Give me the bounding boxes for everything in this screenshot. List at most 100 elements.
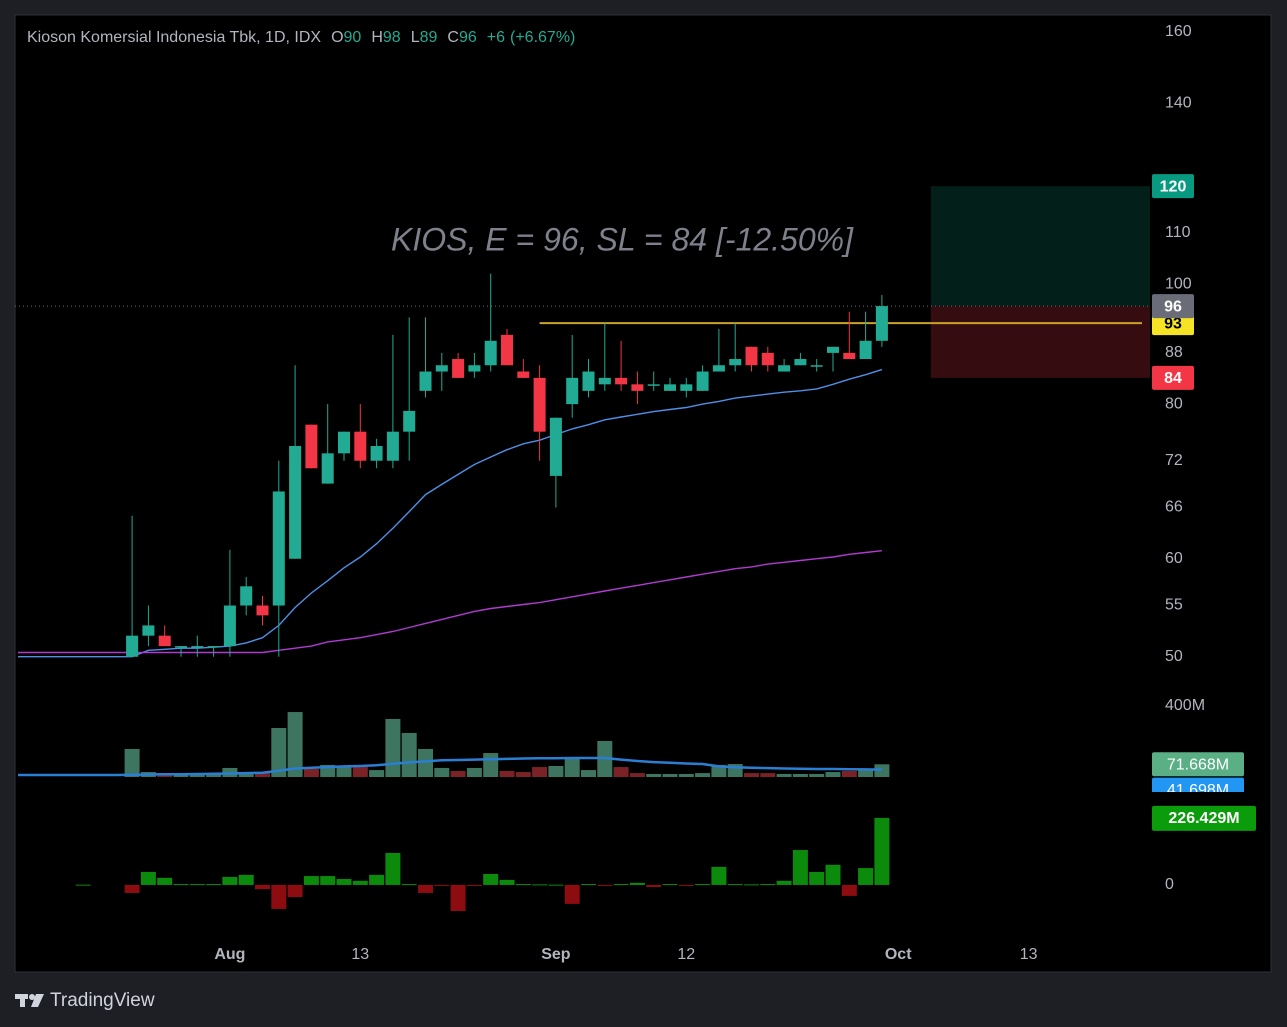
volume-bar bbox=[401, 732, 417, 777]
candle-body bbox=[712, 365, 725, 372]
candle-body bbox=[729, 359, 742, 366]
volume-bar bbox=[515, 772, 531, 777]
ohlc-value: 96 bbox=[459, 29, 477, 46]
indicator-bar bbox=[271, 884, 287, 909]
candle-body bbox=[549, 417, 562, 476]
indicator-bar bbox=[238, 874, 254, 885]
volume-bar bbox=[744, 773, 759, 777]
volume-bar bbox=[238, 773, 254, 777]
hline-label: 93 bbox=[1164, 315, 1182, 332]
indicator-bar bbox=[564, 884, 580, 904]
volume-bar bbox=[287, 712, 303, 777]
indicator-bar bbox=[434, 884, 450, 886]
indicator-last-box bbox=[1152, 805, 1256, 831]
volume-bar bbox=[124, 748, 140, 777]
candle-body bbox=[566, 377, 579, 405]
indicator-bar bbox=[336, 879, 352, 885]
indicator-bar bbox=[858, 868, 874, 885]
volume-bar bbox=[466, 767, 482, 777]
ohlc-value: 90 bbox=[344, 29, 362, 46]
volume-bar bbox=[418, 748, 433, 777]
candle-body bbox=[158, 635, 171, 647]
candle-body bbox=[223, 605, 236, 647]
volume-bar bbox=[629, 773, 645, 777]
indicator-bar bbox=[581, 884, 596, 886]
candle-body bbox=[256, 605, 269, 616]
volume-bar bbox=[662, 773, 678, 777]
candle-body bbox=[289, 446, 302, 559]
volume-bar bbox=[874, 764, 890, 777]
volume-last-label: 71.668M bbox=[1167, 756, 1229, 773]
indicator-bar bbox=[385, 852, 401, 885]
volume-bar bbox=[271, 728, 287, 777]
volume-bar bbox=[352, 767, 368, 777]
indicator-bar bbox=[189, 884, 205, 886]
symbol: Kioson Komersial Indonesia Tbk, 1D, IDX bbox=[27, 29, 321, 46]
x-tick-label: 13 bbox=[1020, 946, 1038, 963]
indicator-bar bbox=[450, 884, 466, 911]
indicator-bar bbox=[727, 884, 743, 886]
candle-body bbox=[338, 431, 350, 454]
indicator-bar bbox=[369, 874, 385, 885]
footer-brand: TradingView bbox=[50, 990, 155, 1011]
candle-body bbox=[533, 377, 546, 432]
indicator-bar bbox=[206, 884, 222, 886]
volume-bar bbox=[760, 773, 776, 777]
candle-body bbox=[175, 646, 187, 648]
candle-body bbox=[370, 446, 383, 461]
indicator-bar bbox=[532, 884, 548, 886]
indicator-bar bbox=[678, 884, 694, 886]
candle-body bbox=[598, 377, 611, 385]
candle-body bbox=[207, 646, 220, 648]
volume-bar bbox=[564, 758, 580, 777]
indicator-bar bbox=[809, 871, 825, 885]
change: +6 bbox=[487, 29, 505, 46]
candle-body bbox=[321, 453, 334, 484]
ohlc-value: 98 bbox=[383, 29, 401, 46]
indicator-bar bbox=[841, 884, 857, 896]
candle-body bbox=[696, 371, 709, 391]
volume-bar bbox=[385, 718, 401, 777]
candle-body bbox=[191, 646, 204, 648]
volume-last-box bbox=[1152, 752, 1244, 777]
y-tick-label: 50 bbox=[1165, 648, 1183, 665]
candle-body bbox=[419, 371, 432, 391]
indicator-bar bbox=[483, 873, 499, 885]
volume-bar bbox=[776, 773, 792, 777]
target-zone bbox=[930, 186, 1150, 307]
candle-body bbox=[778, 365, 791, 372]
volume-bar bbox=[809, 773, 825, 777]
volume-bar bbox=[336, 767, 352, 777]
volume-ma-label-group: 41.698M bbox=[1152, 777, 1244, 792]
indicator-bar bbox=[711, 866, 727, 885]
annotation: KIOS, E = 96, SL = 84 [-12.50%] bbox=[391, 221, 854, 257]
indicator-bar bbox=[695, 884, 711, 886]
last-price-label: 96 bbox=[1164, 298, 1182, 315]
volume-bar bbox=[646, 773, 662, 777]
ohlc-label: L bbox=[411, 29, 420, 46]
ohlc-label: C bbox=[447, 29, 459, 46]
stop-zone bbox=[930, 306, 1150, 378]
candle-body bbox=[680, 384, 693, 391]
volume-bar bbox=[369, 770, 385, 777]
y-tick-label: 110 bbox=[1165, 224, 1191, 241]
candle-body bbox=[843, 352, 856, 360]
target-label: 120 bbox=[1160, 178, 1187, 195]
candle-body bbox=[435, 365, 448, 372]
moving-average bbox=[18, 550, 882, 654]
volume-bar bbox=[613, 767, 629, 777]
volume-bar bbox=[303, 769, 319, 777]
x-tick-label: 13 bbox=[351, 946, 369, 963]
volume-bar bbox=[499, 770, 515, 777]
candle-body bbox=[647, 384, 660, 386]
volume-tick-label: 400M bbox=[1165, 697, 1205, 714]
volume-bar bbox=[255, 773, 270, 777]
indicator-bar bbox=[548, 884, 564, 886]
volume-bar bbox=[483, 753, 499, 777]
candle-body bbox=[240, 586, 253, 606]
candle-body bbox=[484, 340, 497, 366]
indicator-bar bbox=[499, 879, 515, 885]
indicator-bar bbox=[874, 817, 890, 885]
